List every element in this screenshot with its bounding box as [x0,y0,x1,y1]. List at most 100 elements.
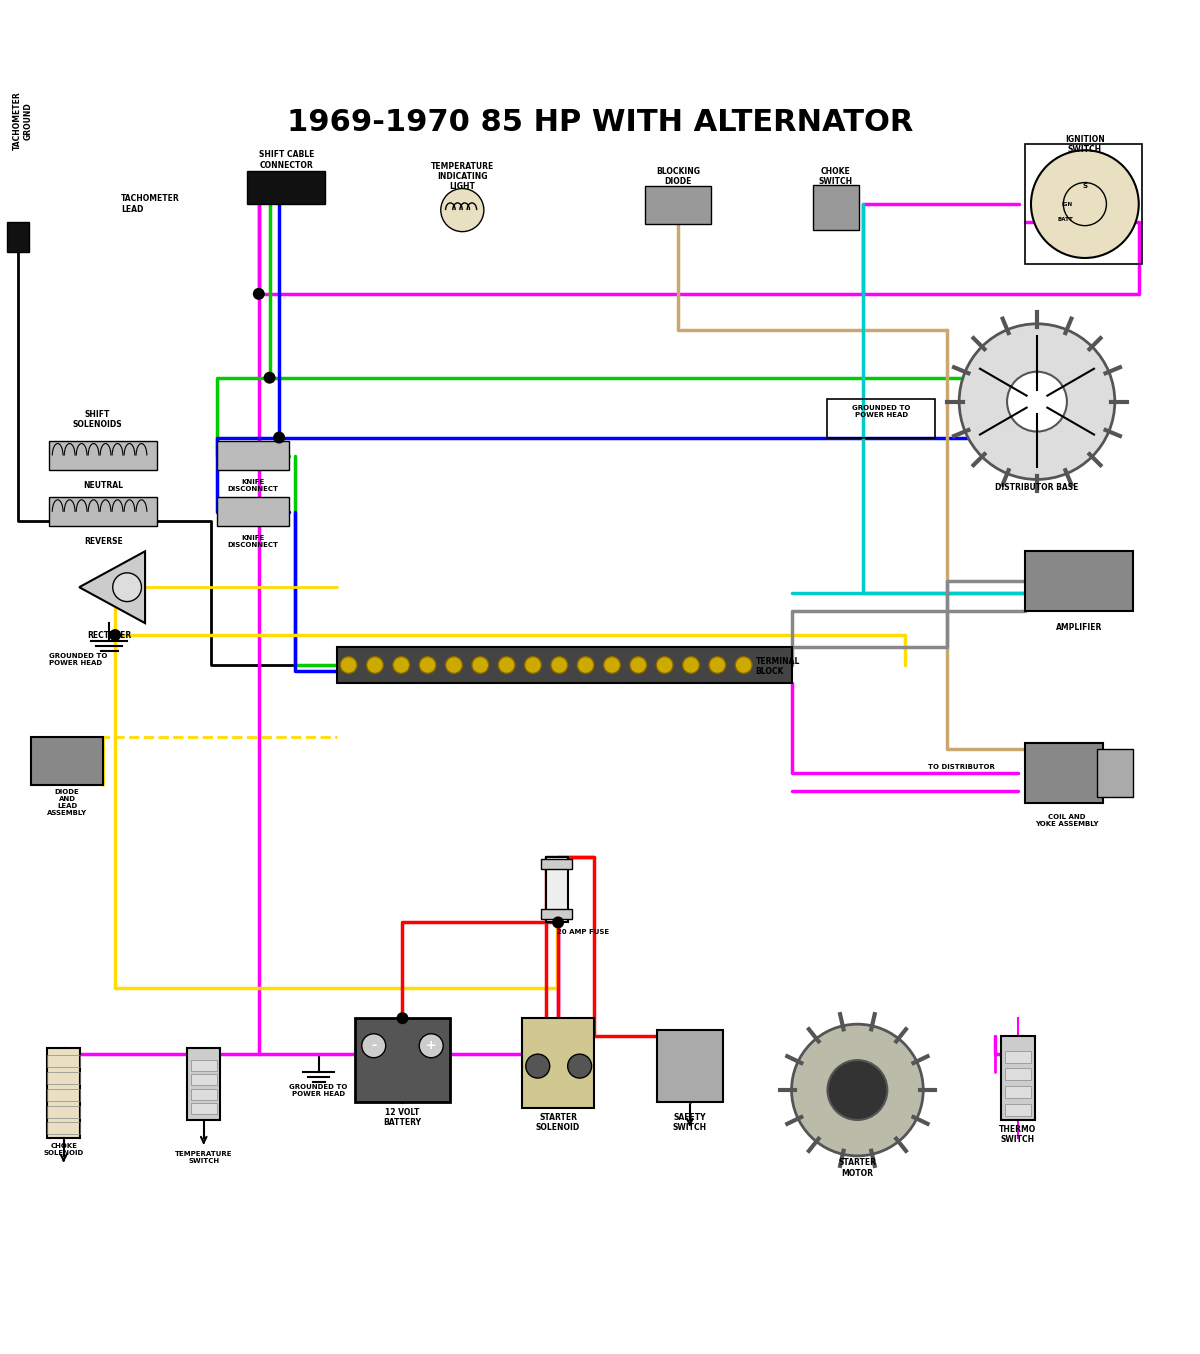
FancyBboxPatch shape [31,737,103,785]
Circle shape [361,1033,385,1057]
Text: CHOKE
SWITCH: CHOKE SWITCH [818,167,853,187]
Circle shape [1031,150,1139,259]
Text: REVERSE: REVERSE [84,538,122,546]
FancyBboxPatch shape [49,441,157,470]
FancyBboxPatch shape [1004,1105,1031,1117]
FancyBboxPatch shape [646,185,712,225]
Circle shape [498,657,515,673]
FancyBboxPatch shape [1097,749,1133,796]
Text: 20 AMP FUSE: 20 AMP FUSE [557,929,610,936]
Circle shape [604,657,620,673]
FancyBboxPatch shape [541,910,572,919]
Text: 12 VOLT
BATTERY: 12 VOLT BATTERY [384,1108,421,1128]
FancyBboxPatch shape [337,647,792,682]
FancyBboxPatch shape [1001,1036,1034,1120]
FancyBboxPatch shape [191,1060,217,1071]
Circle shape [419,1033,443,1057]
Circle shape [630,657,647,673]
FancyBboxPatch shape [191,1075,217,1086]
Text: TO DISTRIBUTOR: TO DISTRIBUTOR [929,764,995,770]
Circle shape [959,324,1115,479]
Text: 1969-1970 85 HP WITH ALTERNATOR: 1969-1970 85 HP WITH ALTERNATOR [287,108,913,137]
Text: SHIFT CABLE
CONNECTOR: SHIFT CABLE CONNECTOR [259,150,314,169]
FancyBboxPatch shape [217,497,289,527]
Text: GROUNDED TO
POWER HEAD: GROUNDED TO POWER HEAD [49,653,108,666]
Text: TERMINAL
BLOCK: TERMINAL BLOCK [756,657,800,676]
Text: TACHOMETER
LEAD: TACHOMETER LEAD [121,195,180,214]
Text: THERMO
SWITCH: THERMO SWITCH [1000,1125,1037,1144]
Circle shape [472,657,488,673]
Circle shape [366,657,383,673]
Text: STARTER
MOTOR: STARTER MOTOR [839,1158,876,1178]
FancyBboxPatch shape [247,171,325,204]
FancyBboxPatch shape [47,1048,80,1137]
Circle shape [445,657,462,673]
FancyBboxPatch shape [191,1089,217,1099]
Text: SHIFT
SOLENOIDS: SHIFT SOLENOIDS [72,410,122,429]
Polygon shape [79,551,145,623]
Text: BLOCKING
DIODE: BLOCKING DIODE [656,167,700,187]
Text: CHOKE
SOLENOID: CHOKE SOLENOID [43,1143,84,1156]
FancyBboxPatch shape [191,1104,217,1114]
Circle shape [440,188,484,232]
Text: COIL AND
YOKE ASSEMBLY: COIL AND YOKE ASSEMBLY [1036,814,1099,827]
FancyBboxPatch shape [354,1018,450,1102]
Text: GROUNDED TO
POWER HEAD: GROUNDED TO POWER HEAD [852,405,911,418]
Text: TEMPERATURE
INDICATING
LIGHT: TEMPERATURE INDICATING LIGHT [431,161,494,191]
FancyBboxPatch shape [49,497,157,527]
Circle shape [683,657,700,673]
Circle shape [113,573,142,601]
Text: NEUTRAL: NEUTRAL [83,481,124,490]
Circle shape [341,657,356,673]
Text: RECTIFIER: RECTIFIER [88,631,131,639]
Text: BATT: BATT [1057,217,1073,222]
Text: STARTER
SOLENOID: STARTER SOLENOID [536,1113,581,1132]
FancyBboxPatch shape [1004,1068,1031,1080]
Circle shape [526,1055,550,1078]
Text: S: S [1082,183,1087,190]
FancyBboxPatch shape [522,1018,594,1108]
Text: SAFETY
SWITCH: SAFETY SWITCH [673,1113,707,1132]
FancyBboxPatch shape [217,441,289,470]
Circle shape [1063,183,1106,226]
Circle shape [656,657,673,673]
FancyBboxPatch shape [1025,551,1133,611]
FancyBboxPatch shape [1004,1051,1031,1063]
Circle shape [274,432,286,444]
FancyBboxPatch shape [1025,743,1103,803]
Text: KNIFE
DISCONNECT: KNIFE DISCONNECT [227,535,278,548]
Text: IGN: IGN [1062,202,1073,207]
Circle shape [792,1024,923,1156]
FancyBboxPatch shape [7,222,29,252]
Circle shape [419,657,436,673]
FancyBboxPatch shape [546,857,568,922]
Text: -: - [371,1040,377,1052]
FancyBboxPatch shape [187,1048,221,1120]
Circle shape [396,1013,408,1024]
Circle shape [709,657,726,673]
Circle shape [577,657,594,673]
Circle shape [264,372,276,383]
Text: GROUNDED TO
POWER HEAD: GROUNDED TO POWER HEAD [289,1083,348,1097]
Text: TACHOMETER
GROUND: TACHOMETER GROUND [13,92,32,150]
Text: +: + [426,1040,437,1052]
Circle shape [524,657,541,673]
Circle shape [568,1055,592,1078]
Circle shape [736,657,752,673]
Text: DISTRIBUTOR BASE: DISTRIBUTOR BASE [995,483,1079,493]
FancyBboxPatch shape [814,185,859,230]
Text: DIODE
AND
LEAD
ASSEMBLY: DIODE AND LEAD ASSEMBLY [47,789,88,816]
Circle shape [109,630,121,640]
FancyBboxPatch shape [658,1030,724,1102]
Text: KNIFE
DISCONNECT: KNIFE DISCONNECT [227,479,278,492]
Text: AMPLIFIER: AMPLIFIER [1056,623,1102,632]
FancyBboxPatch shape [1004,1086,1031,1098]
FancyBboxPatch shape [541,858,572,868]
Text: IGNITION
SWITCH: IGNITION SWITCH [1066,134,1105,154]
Circle shape [1007,372,1067,432]
Circle shape [828,1060,887,1120]
Circle shape [551,657,568,673]
Circle shape [253,288,265,299]
Circle shape [552,917,564,929]
Text: TEMPERATURE
SWITCH: TEMPERATURE SWITCH [175,1151,233,1163]
